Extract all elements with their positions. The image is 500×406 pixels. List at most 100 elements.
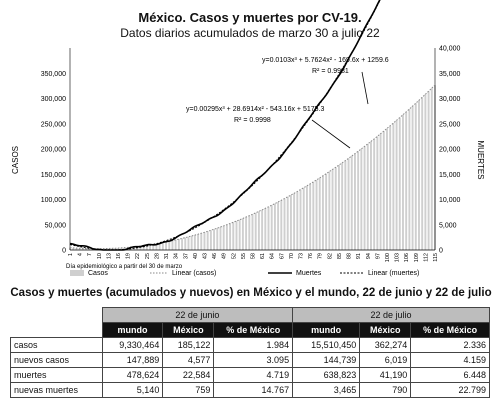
- bar-casos: [78, 248, 81, 250]
- x-tick: 46: [212, 253, 218, 259]
- bar-casos: [251, 214, 254, 250]
- table-cell: 22.799: [410, 382, 490, 398]
- bar-casos: [241, 218, 244, 250]
- bar-casos: [81, 248, 84, 250]
- table-cell: 638,823: [292, 367, 361, 383]
- x-tick: 37: [183, 253, 189, 259]
- bar-casos: [309, 183, 312, 250]
- x-tick: 55: [241, 253, 247, 259]
- x-tick: 10: [97, 253, 103, 259]
- bar-casos: [296, 191, 299, 250]
- x-tick: 100: [385, 253, 391, 262]
- bar-casos: [392, 123, 395, 250]
- bar-casos: [216, 228, 219, 250]
- bar-casos: [168, 241, 171, 250]
- x-tick: 7: [87, 253, 93, 256]
- bar-casos: [430, 88, 433, 250]
- bar-casos: [395, 120, 398, 250]
- legend-swatch: [70, 270, 84, 276]
- bar-casos: [280, 200, 283, 250]
- bar-casos: [350, 155, 353, 250]
- chart-legend: Casos Linear (casos) Muertes Linear (muerte…: [70, 270, 419, 277]
- table-cell: 6,019: [359, 352, 412, 368]
- x-tick: 91: [356, 253, 362, 259]
- table-cell: 362,274: [359, 337, 412, 353]
- table-corner-2: [10, 322, 103, 338]
- bar-casos: [123, 247, 126, 250]
- table-cell: 14.767: [213, 382, 294, 398]
- x-tick: 1: [68, 253, 74, 256]
- bar-casos: [261, 209, 264, 250]
- annotations: y=0.0103x³ + 5.7624x² - 169.6x + 1259.6 …: [186, 57, 389, 149]
- col-header: mundo: [101, 322, 164, 338]
- col-header: mundo: [292, 322, 361, 338]
- bar-casos: [171, 240, 174, 250]
- bar-casos: [411, 106, 414, 251]
- x-tick: 4: [78, 253, 84, 256]
- bar-casos: [142, 245, 145, 250]
- x-tick: 67: [279, 253, 285, 259]
- bar-casos: [405, 111, 408, 250]
- x-tick: 82: [327, 253, 333, 259]
- bar-casos: [334, 167, 337, 250]
- bar-casos: [366, 143, 369, 250]
- col-header: % de México: [410, 322, 490, 338]
- col-header: % de México: [213, 322, 294, 338]
- table-cell: 41,190: [359, 367, 412, 383]
- x-tick: 19: [126, 253, 132, 259]
- bar-casos: [161, 242, 164, 250]
- table-row: nuevos casos 147,889 4,577 3.095 144,739…: [10, 352, 490, 368]
- group-july: 22 de julio: [292, 307, 490, 323]
- x-tick: 97: [375, 253, 381, 259]
- bar-casos: [273, 203, 276, 250]
- bar-casos: [113, 248, 116, 250]
- x-tick: 64: [270, 253, 276, 259]
- bar-casos: [267, 206, 270, 250]
- chart-subtitle: Datos diarios acumulados de marzo 30 a j…: [120, 26, 380, 40]
- bar-casos: [165, 241, 168, 250]
- y-tick-left: 250,000: [41, 121, 66, 128]
- data-table: 22 de junio 22 de julio mundo México % d…: [10, 307, 490, 398]
- table-row: muertes 478,624 22,584 4.719 638,823 41,…: [10, 367, 490, 383]
- bar-casos: [88, 248, 91, 250]
- table-row: nuevas muertes 5,140 759 14.767 3,465 79…: [10, 382, 490, 398]
- bar-casos: [177, 239, 180, 250]
- y-tick-right: 0: [439, 248, 443, 255]
- table-cell: 5,140: [101, 382, 164, 398]
- bar-casos: [120, 247, 123, 250]
- bar-casos: [248, 215, 251, 250]
- table-cell: 478,624: [101, 367, 164, 383]
- table-cell: 1.984: [213, 337, 294, 353]
- bar-casos: [360, 148, 363, 250]
- legend-label: Linear (casos): [172, 270, 216, 277]
- bar-casos: [337, 165, 340, 250]
- y-tick-left: 50,000: [45, 222, 67, 229]
- bar-casos: [245, 217, 248, 250]
- y-tick-right: 40,000: [439, 46, 461, 53]
- bar-casos: [341, 162, 344, 250]
- table-cell: 2.336: [410, 337, 490, 353]
- x-tick: 28: [154, 253, 160, 259]
- table-cell: 9,330,464: [101, 337, 164, 353]
- x-tick: 43: [202, 253, 208, 259]
- fit-r2-muertes: R² = 0.9981: [312, 68, 349, 75]
- bar-casos: [75, 248, 78, 250]
- x-tick: 76: [308, 253, 314, 259]
- y-tick-right: 5,000: [439, 222, 457, 229]
- x-tick: 52: [231, 253, 237, 259]
- bar-casos: [152, 244, 155, 250]
- bar-casos: [373, 138, 376, 250]
- bar-casos: [389, 125, 392, 250]
- bar-casos: [206, 231, 209, 250]
- legend-label: Casos: [88, 270, 108, 277]
- fit-equation-casos: y=0.00295x³ + 28.6914x² - 543.16x + 5175…: [186, 106, 324, 113]
- bar-casos: [376, 136, 379, 250]
- bar-casos: [321, 175, 324, 250]
- y-tick-left: 150,000: [41, 172, 66, 179]
- table-cell: 15,510,450: [292, 337, 361, 353]
- x-tick: 16: [116, 253, 122, 259]
- bar-casos: [184, 237, 187, 250]
- x-tick: 61: [260, 253, 266, 259]
- bar-casos: [344, 160, 347, 250]
- x-tick: 112: [423, 253, 429, 262]
